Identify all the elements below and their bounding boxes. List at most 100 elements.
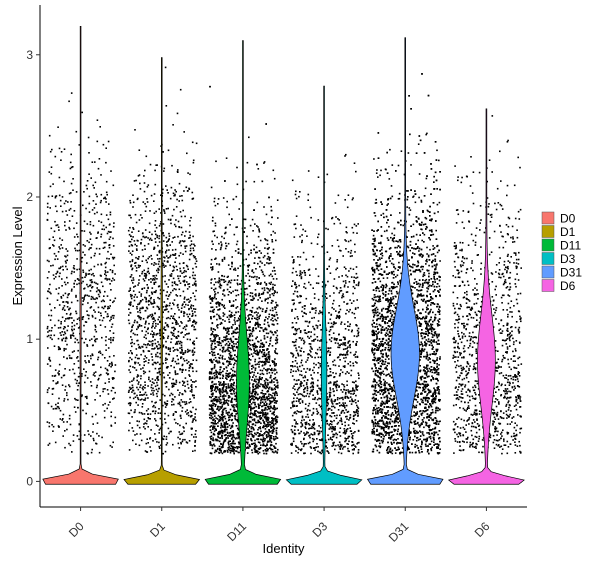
data-point <box>194 262 197 265</box>
data-point <box>257 341 260 343</box>
data-point <box>178 182 181 185</box>
data-point <box>258 427 260 429</box>
data-point <box>170 275 173 277</box>
data-point <box>66 214 69 216</box>
data-point <box>189 224 191 227</box>
data-point <box>259 350 261 353</box>
data-point <box>153 382 155 385</box>
data-point <box>158 332 161 334</box>
data-point <box>176 348 178 351</box>
data-point <box>269 405 272 408</box>
data-point <box>260 361 263 363</box>
data-point <box>231 447 233 450</box>
data-point <box>68 414 71 417</box>
data-point <box>151 348 153 350</box>
data-point <box>96 338 98 340</box>
data-point <box>228 358 231 360</box>
data-point <box>255 268 257 270</box>
data-point <box>211 248 213 250</box>
data-point <box>165 317 168 320</box>
data-point <box>109 231 111 233</box>
data-point <box>87 302 89 304</box>
data-point <box>264 439 266 442</box>
data-point <box>248 389 251 391</box>
data-point <box>168 353 171 356</box>
data-point <box>64 320 66 322</box>
data-point <box>181 401 184 403</box>
data-point <box>135 261 137 264</box>
data-point <box>169 275 172 277</box>
data-point <box>55 195 58 197</box>
data-point <box>266 360 268 363</box>
data-point <box>252 383 254 386</box>
data-point <box>263 444 265 447</box>
data-point <box>137 197 139 200</box>
data-point <box>257 411 259 413</box>
data-point <box>135 401 137 404</box>
data-point <box>263 264 266 266</box>
data-point <box>185 270 187 273</box>
data-point <box>141 398 143 401</box>
data-point <box>64 255 66 257</box>
data-point <box>271 345 274 347</box>
data-point <box>157 285 160 288</box>
data-point <box>72 178 74 180</box>
data-point <box>176 321 178 324</box>
data-point <box>261 355 264 358</box>
data-point <box>184 328 187 331</box>
data-point <box>132 439 134 442</box>
data-point <box>163 376 165 379</box>
data-point <box>256 225 258 227</box>
data-point <box>98 253 101 255</box>
data-point <box>259 417 261 420</box>
data-point <box>169 219 172 221</box>
data-point <box>68 293 70 295</box>
data-point <box>102 317 105 319</box>
data-point <box>136 334 139 336</box>
data-point <box>223 408 225 411</box>
data-point <box>145 298 147 301</box>
data-point <box>165 265 167 267</box>
data-point <box>194 298 197 301</box>
data-point <box>84 374 87 377</box>
data-point <box>209 396 211 398</box>
data-point <box>78 317 80 319</box>
data-point <box>54 441 57 444</box>
data-point <box>218 360 220 363</box>
data-point <box>151 313 154 316</box>
data-point <box>256 201 259 204</box>
data-point <box>93 309 95 311</box>
data-point <box>193 283 196 286</box>
data-point <box>94 339 96 342</box>
data-point <box>257 372 259 374</box>
data-point <box>210 340 212 342</box>
data-point <box>264 363 267 365</box>
data-point <box>57 292 60 295</box>
data-point <box>228 356 230 359</box>
data-point <box>177 275 179 277</box>
data-point <box>212 419 214 421</box>
data-point <box>233 343 235 345</box>
data-point <box>222 374 224 377</box>
data-point <box>274 408 277 410</box>
data-point <box>177 362 180 365</box>
data-point <box>193 308 195 310</box>
data-point <box>170 186 173 189</box>
data-point <box>208 296 211 298</box>
data-point <box>175 257 177 259</box>
data-point <box>209 436 212 438</box>
data-point <box>158 408 160 410</box>
data-point <box>181 322 183 324</box>
data-point <box>94 317 97 320</box>
data-point <box>140 238 143 241</box>
data-point <box>222 389 224 391</box>
data-point <box>218 337 221 339</box>
data-point <box>249 329 252 332</box>
data-point <box>271 239 273 241</box>
data-point <box>165 105 168 107</box>
data-point <box>89 223 92 226</box>
data-point <box>143 175 145 177</box>
data-point <box>151 302 154 305</box>
data-point <box>222 391 224 393</box>
data-point <box>156 269 158 272</box>
